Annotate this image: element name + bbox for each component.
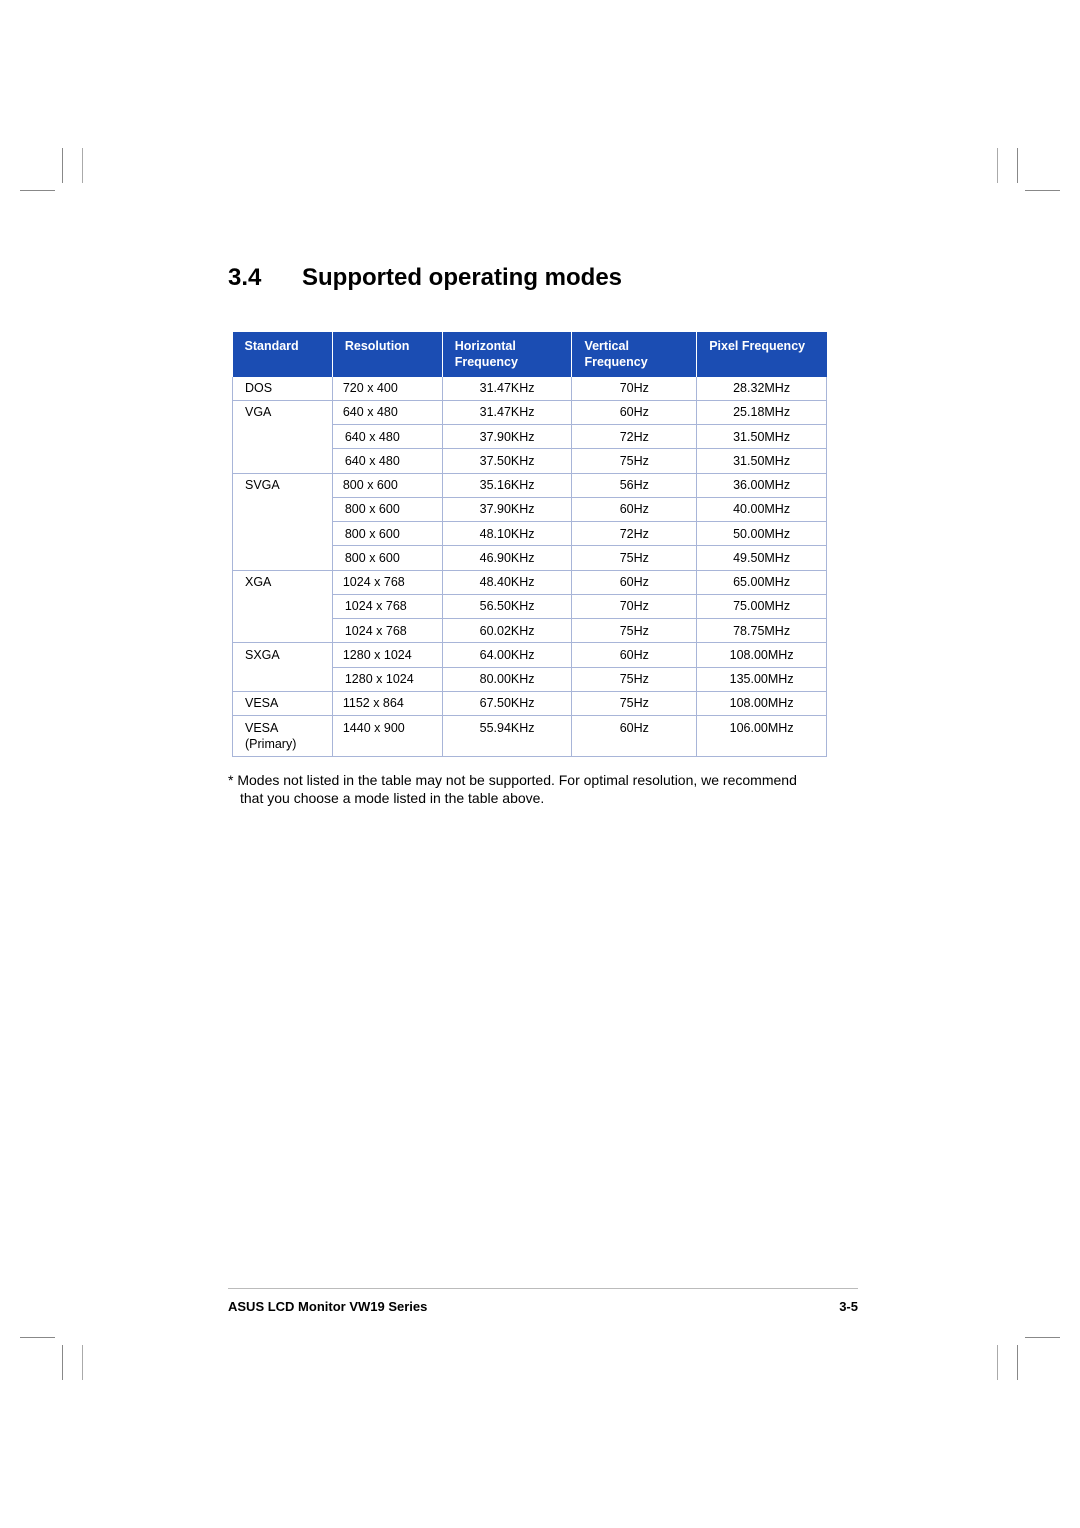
cell-horizontal: 35.16KHz <box>442 473 572 497</box>
page-content: 3.4Supported operating modes Standard Re… <box>228 264 858 808</box>
cell-pixel: 36.00MHz <box>697 473 827 497</box>
footnote-text: * Modes not listed in the table may not … <box>228 771 818 809</box>
cell-horizontal: 37.50KHz <box>442 449 572 473</box>
footer-product: ASUS LCD Monitor VW19 Series <box>228 1299 427 1314</box>
cell-resolution: 1152 x 864 <box>332 691 442 715</box>
cell-resolution: 800 x 600 <box>332 497 442 521</box>
cell-vertical: 75Hz <box>572 691 697 715</box>
cell-pixel: 25.18MHz <box>697 400 827 424</box>
crop-mark-bl-inner <box>40 1320 100 1380</box>
cell-vertical: 75Hz <box>572 546 697 570</box>
cell-horizontal: 48.40KHz <box>442 570 572 594</box>
crop-mark-bl <box>20 1320 80 1380</box>
table-row: VESA (Primary)1440 x 90055.94KHz60Hz106.… <box>233 716 827 757</box>
cell-standard: VESA <box>233 691 333 715</box>
section-title: Supported operating modes <box>302 264 622 291</box>
cell-horizontal: 64.00KHz <box>442 643 572 667</box>
cell-horizontal: 60.02KHz <box>442 619 572 643</box>
cell-standard: VESA (Primary) <box>233 716 333 757</box>
footnote: * Modes not listed in the table may not … <box>228 771 818 809</box>
cell-horizontal: 37.90KHz <box>442 425 572 449</box>
cell-pixel: 75.00MHz <box>697 594 827 618</box>
cell-pixel: 50.00MHz <box>697 522 827 546</box>
cell-resolution: 1440 x 900 <box>332 716 442 757</box>
footer-page-number: 3-5 <box>839 1299 858 1314</box>
cell-vertical: 60Hz <box>572 400 697 424</box>
cell-resolution: 720 x 400 <box>332 377 442 401</box>
cell-horizontal: 31.47KHz <box>442 400 572 424</box>
table-row: SVGA800 x 60035.16KHz56Hz36.00MHz <box>233 473 827 497</box>
cell-pixel: 28.32MHz <box>697 377 827 401</box>
cell-pixel: 40.00MHz <box>697 497 827 521</box>
cell-vertical: 60Hz <box>572 570 697 594</box>
page-footer: ASUS LCD Monitor VW19 Series 3-5 <box>228 1288 858 1314</box>
cell-horizontal: 31.47KHz <box>442 377 572 401</box>
cell-pixel: 108.00MHz <box>697 691 827 715</box>
cell-vertical: 60Hz <box>572 497 697 521</box>
cell-pixel: 78.75MHz <box>697 619 827 643</box>
col-horizontal: Horizontal Frequency <box>442 332 572 377</box>
cell-standard: VGA <box>233 400 333 473</box>
cell-resolution: 800 x 600 <box>332 522 442 546</box>
cell-resolution: 640 x 480 <box>332 449 442 473</box>
cell-standard: XGA <box>233 570 333 643</box>
section-number: 3.4 <box>228 264 302 292</box>
crop-mark-tr-inner <box>980 148 1040 208</box>
cell-pixel: 108.00MHz <box>697 643 827 667</box>
col-standard: Standard <box>233 332 333 377</box>
crop-mark-tl <box>20 148 80 208</box>
modes-table: Standard Resolution Horizontal Frequency… <box>232 332 827 757</box>
crop-mark-br <box>1000 1320 1060 1380</box>
cell-horizontal: 56.50KHz <box>442 594 572 618</box>
table-header: Standard Resolution Horizontal Frequency… <box>233 332 827 377</box>
table-row: VESA1152 x 86467.50KHz75Hz108.00MHz <box>233 691 827 715</box>
crop-mark-br-inner <box>980 1320 1040 1380</box>
cell-pixel: 49.50MHz <box>697 546 827 570</box>
cell-vertical: 72Hz <box>572 522 697 546</box>
table-row: SXGA1280 x 102464.00KHz60Hz108.00MHz <box>233 643 827 667</box>
table-row: XGA1024 x 76848.40KHz60Hz65.00MHz <box>233 570 827 594</box>
cell-vertical: 60Hz <box>572 643 697 667</box>
table-body: DOS720 x 40031.47KHz70Hz28.32MHzVGA640 x… <box>233 377 827 757</box>
cell-resolution: 800 x 600 <box>332 473 442 497</box>
col-vertical: Vertical Frequency <box>572 332 697 377</box>
cell-resolution: 1280 x 1024 <box>332 643 442 667</box>
cell-horizontal: 67.50KHz <box>442 691 572 715</box>
cell-horizontal: 48.10KHz <box>442 522 572 546</box>
section-heading: 3.4Supported operating modes <box>228 264 858 292</box>
cell-vertical: 60Hz <box>572 716 697 757</box>
crop-mark-tr <box>1000 148 1060 208</box>
cell-pixel: 31.50MHz <box>697 449 827 473</box>
col-pixel: Pixel Frequency <box>697 332 827 377</box>
cell-vertical: 75Hz <box>572 449 697 473</box>
cell-horizontal: 80.00KHz <box>442 667 572 691</box>
cell-resolution: 640 x 480 <box>332 400 442 424</box>
cell-standard: DOS <box>233 377 333 401</box>
cell-standard: SVGA <box>233 473 333 570</box>
cell-pixel: 106.00MHz <box>697 716 827 757</box>
cell-pixel: 31.50MHz <box>697 425 827 449</box>
col-resolution: Resolution <box>332 332 442 377</box>
cell-resolution: 1280 x 1024 <box>332 667 442 691</box>
cell-resolution: 1024 x 768 <box>332 570 442 594</box>
cell-standard: SXGA <box>233 643 333 692</box>
cell-horizontal: 37.90KHz <box>442 497 572 521</box>
cell-pixel: 65.00MHz <box>697 570 827 594</box>
table-row: VGA640 x 48031.47KHz60Hz25.18MHz <box>233 400 827 424</box>
cell-horizontal: 55.94KHz <box>442 716 572 757</box>
cell-pixel: 135.00MHz <box>697 667 827 691</box>
cell-vertical: 56Hz <box>572 473 697 497</box>
cell-vertical: 75Hz <box>572 667 697 691</box>
cell-horizontal: 46.90KHz <box>442 546 572 570</box>
cell-resolution: 1024 x 768 <box>332 594 442 618</box>
cell-resolution: 640 x 480 <box>332 425 442 449</box>
cell-vertical: 72Hz <box>572 425 697 449</box>
table-row: DOS720 x 40031.47KHz70Hz28.32MHz <box>233 377 827 401</box>
cell-vertical: 70Hz <box>572 594 697 618</box>
cell-resolution: 800 x 600 <box>332 546 442 570</box>
cell-vertical: 70Hz <box>572 377 697 401</box>
cell-vertical: 75Hz <box>572 619 697 643</box>
crop-mark-tl-inner <box>40 148 100 208</box>
cell-resolution: 1024 x 768 <box>332 619 442 643</box>
